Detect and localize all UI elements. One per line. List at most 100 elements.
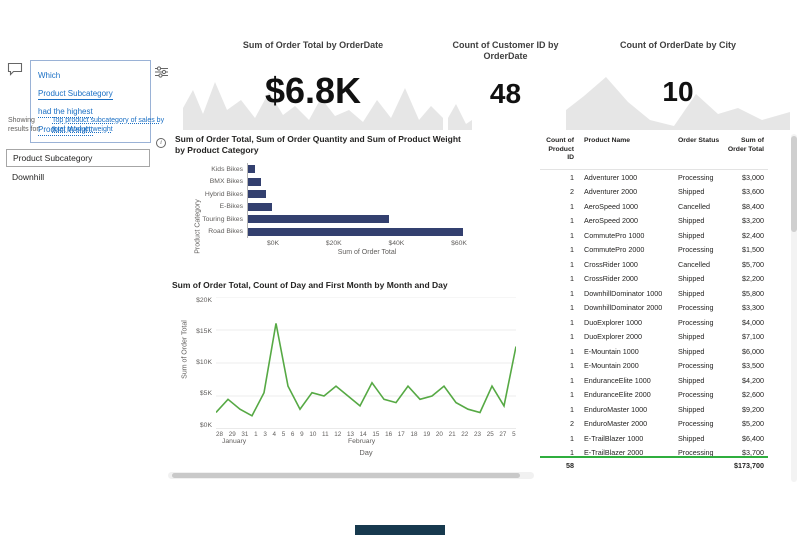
axis-tick: 29 xyxy=(228,430,236,438)
bar[interactable] xyxy=(248,190,267,199)
table-cell: 1 xyxy=(570,172,574,182)
order-table[interactable]: Count of Product ID Product Name Order Sta… xyxy=(540,134,768,482)
table-row[interactable]: 1 DownhillDominator 1000 Shipped $5,800 xyxy=(540,286,768,301)
kpi-card-orderdate-city[interactable]: Count of OrderDate by City 10 xyxy=(566,38,790,130)
month-label: January xyxy=(222,437,247,445)
bar-category-label: BMX Bikes xyxy=(209,178,243,186)
table-cell: 1 xyxy=(570,404,574,414)
horizontal-scrollbar-thumb[interactable] xyxy=(172,473,520,478)
table-row[interactable]: 2 EnduroMaster 2000 Processing $5,200 xyxy=(540,417,768,432)
table-row[interactable]: 1 CommutePro 2000 Processing $1,500 xyxy=(540,243,768,258)
table-cell: DuoExplorer 2000 xyxy=(584,332,642,342)
qa-term-product-weight[interactable]: Product Weight xyxy=(38,125,93,136)
kpi-sparkline-area xyxy=(448,104,472,130)
bar-row[interactable]: Road Bikes xyxy=(191,225,467,238)
axis-tick: 19 xyxy=(423,430,431,438)
qa-term-had-the-highest[interactable]: had the highest xyxy=(38,107,93,118)
table-cell: Cancelled xyxy=(678,259,710,269)
bottom-bar xyxy=(355,525,445,535)
table-row[interactable]: 2 Adventurer 2000 Shipped $3,600 xyxy=(540,185,768,200)
total-order-total: $173,700 xyxy=(734,460,764,470)
table-cell: Shipped xyxy=(678,274,705,284)
bar[interactable] xyxy=(248,227,464,236)
bar-row[interactable]: Touring Bikes xyxy=(191,213,467,226)
table-cell: Processing xyxy=(678,361,714,371)
table-row[interactable]: 1 DownhillDominator 2000 Processing $3,300 xyxy=(540,301,768,316)
bar-row[interactable]: BMX Bikes xyxy=(191,175,467,188)
table-row[interactable]: 1 E-Mountain 2000 Processing $3,500 xyxy=(540,359,768,374)
vertical-scrollbar-thumb[interactable] xyxy=(791,136,797,232)
bar[interactable] xyxy=(248,177,261,186)
table-cell: AeroSpeed 2000 xyxy=(584,216,638,226)
qa-term-product-subcategory[interactable]: Product Subcategory xyxy=(38,89,113,100)
table-cell: CrossRider 2000 xyxy=(584,274,638,284)
axis-tick: 9 xyxy=(300,430,304,438)
table-row[interactable]: 1 CommutePro 1000 Shipped $2,400 xyxy=(540,228,768,243)
table-row[interactable]: 1 DuoExplorer 2000 Shipped $7,100 xyxy=(540,330,768,345)
table-cell: CommutePro 1000 xyxy=(584,230,645,240)
table-row[interactable]: 1 AeroSpeed 1000 Cancelled $8,400 xyxy=(540,199,768,214)
kpi-title: Count of Customer ID by OrderDate xyxy=(452,40,559,61)
speech-bubble-icon[interactable] xyxy=(7,62,23,76)
horizontal-scrollbar[interactable] xyxy=(168,472,534,479)
table-cell: 1 xyxy=(570,288,574,298)
bar-track xyxy=(247,175,467,188)
kpi-card-order-total[interactable]: Sum of Order Total by OrderDate $6.8K xyxy=(183,38,443,130)
table-header-cell[interactable]: Sum of Order Total xyxy=(727,137,764,153)
vertical-scrollbar[interactable] xyxy=(791,134,797,482)
table-header-cell[interactable]: Count of Product ID xyxy=(546,137,574,161)
bar[interactable] xyxy=(248,215,389,224)
table-cell: 1 xyxy=(570,245,574,255)
table-cell: E-Mountain 1000 xyxy=(584,346,639,356)
table-cell: Processing xyxy=(678,419,714,429)
sliders-icon[interactable] xyxy=(155,66,168,78)
bar-row[interactable]: Hybrid Bikes xyxy=(191,188,467,201)
axis-tick: 25 xyxy=(486,430,494,438)
table-row[interactable]: 1 EnduranceElite 2000 Processing $2,600 xyxy=(540,388,768,403)
table-row[interactable]: 1 Adventurer 1000 Processing $3,000 xyxy=(540,170,768,185)
axis-tick: 17 xyxy=(397,430,405,438)
table-cell: E-TrailBlazer 1000 xyxy=(584,433,644,443)
table-cell: $9,200 xyxy=(742,404,764,414)
table-header-cell[interactable]: Product Name xyxy=(584,137,631,144)
kpi-sparkline-area xyxy=(566,77,790,130)
table-row[interactable]: 1 EnduroMaster 1000 Shipped $9,200 xyxy=(540,402,768,417)
table-cell: 1 xyxy=(570,201,574,211)
slicer-header[interactable]: Product Subcategory xyxy=(6,149,150,167)
table-row[interactable]: 1 CrossRider 1000 Cancelled $5,700 xyxy=(540,257,768,272)
month-label: February xyxy=(348,437,376,445)
line-chart-panel[interactable]: Sum of Order Total, Count of Day and Fir… xyxy=(172,280,542,468)
table-row[interactable]: 1 E-Mountain 1000 Shipped $6,000 xyxy=(540,344,768,359)
table-row[interactable]: 1 AeroSpeed 2000 Shipped $3,200 xyxy=(540,214,768,229)
bar-row[interactable]: E-Bikes xyxy=(191,200,467,213)
line-series[interactable] xyxy=(216,322,516,417)
table-row[interactable]: 1 CrossRider 2000 Shipped $2,200 xyxy=(540,272,768,287)
table-cell: EnduranceElite 1000 xyxy=(584,375,651,385)
table-row[interactable]: 1 E-TrailBlazer 1000 Shipped $6,400 xyxy=(540,431,768,446)
axis-tick: 31 xyxy=(241,430,249,438)
bar[interactable] xyxy=(248,202,272,211)
bar-row[interactable]: Kids Bikes xyxy=(191,163,467,176)
table-header-cell[interactable]: Order Status xyxy=(678,137,720,144)
table-cell: $3,500 xyxy=(742,361,764,371)
slicer-value[interactable]: Downhill xyxy=(12,172,45,182)
bar[interactable] xyxy=(248,165,256,174)
line-plot-svg[interactable] xyxy=(216,296,516,429)
axis-tick: 27 xyxy=(499,430,507,438)
bar-chart-panel[interactable]: Sum of Order Total, Sum of Order Quantit… xyxy=(175,134,467,268)
table-cell: $5,700 xyxy=(742,259,764,269)
table-row[interactable]: 1 E-TrailBlazer 2000 Processing $3,700 xyxy=(540,446,768,456)
info-icon[interactable]: i xyxy=(156,138,166,148)
axis-tick: 10 xyxy=(309,430,317,438)
kpi-card-customer-count[interactable]: Count of Customer ID by OrderDate 48 xyxy=(448,38,563,130)
table-row[interactable]: 1 EnduranceElite 1000 Shipped $4,200 xyxy=(540,373,768,388)
table-row[interactable]: 1 DuoExplorer 1000 Processing $4,000 xyxy=(540,315,768,330)
qa-question-box[interactable]: Which Product Subcategory had the highes… xyxy=(30,60,151,143)
showing-results-text[interactable]: Top product subcategory of sales by tota… xyxy=(52,117,165,133)
table-cell: Adventurer 1000 xyxy=(584,172,638,182)
kpi-title: Count of OrderDate by City xyxy=(619,40,736,50)
table-cell: EnduroMaster 1000 xyxy=(584,404,648,414)
axis-tick: 11 xyxy=(322,430,329,438)
qa-word: Which xyxy=(38,71,61,80)
table-cell: 1 xyxy=(570,317,574,327)
